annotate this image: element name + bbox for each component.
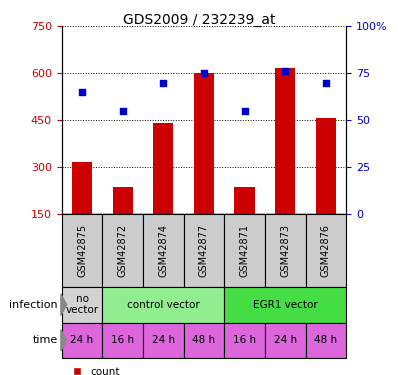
- Bar: [306, 322, 346, 358]
- Text: 48 h: 48 h: [192, 335, 216, 345]
- Bar: [183, 322, 224, 358]
- Bar: [113, 187, 133, 214]
- Bar: [62, 287, 102, 322]
- Text: GSM42871: GSM42871: [240, 224, 250, 277]
- Bar: [102, 214, 143, 287]
- Text: GSM42873: GSM42873: [280, 224, 290, 277]
- Text: EGR1 vector: EGR1 vector: [253, 300, 318, 310]
- Text: GSM42876: GSM42876: [321, 224, 331, 277]
- Text: no
vector: no vector: [65, 294, 99, 315]
- Point: [242, 108, 248, 114]
- Point: [282, 68, 289, 74]
- Bar: [224, 322, 265, 358]
- Bar: [62, 322, 102, 358]
- Text: GSM42877: GSM42877: [199, 224, 209, 277]
- Polygon shape: [61, 294, 66, 315]
- Text: GSM42875: GSM42875: [77, 224, 87, 277]
- Bar: [153, 123, 174, 214]
- Point: [79, 89, 85, 95]
- Bar: [316, 118, 336, 214]
- Text: 24 h: 24 h: [152, 335, 175, 345]
- Bar: [306, 214, 346, 287]
- Text: GSM42874: GSM42874: [158, 224, 168, 277]
- Bar: [194, 73, 214, 214]
- Polygon shape: [61, 330, 66, 351]
- Bar: [234, 187, 255, 214]
- Text: 24 h: 24 h: [274, 335, 297, 345]
- Bar: [143, 322, 183, 358]
- Bar: [265, 214, 306, 287]
- Bar: [62, 214, 102, 287]
- Bar: [183, 214, 224, 287]
- Point: [323, 80, 329, 86]
- Text: 24 h: 24 h: [70, 335, 94, 345]
- Bar: [224, 214, 265, 287]
- Text: 48 h: 48 h: [314, 335, 338, 345]
- Bar: [102, 322, 143, 358]
- Bar: [102, 287, 224, 322]
- Legend: count, percentile rank within the sample: count, percentile rank within the sample: [67, 367, 267, 375]
- Point: [201, 70, 207, 76]
- Bar: [275, 68, 295, 214]
- Text: infection: infection: [9, 300, 58, 310]
- Text: GDS2009 / 232239_at: GDS2009 / 232239_at: [123, 13, 275, 27]
- Text: time: time: [32, 335, 58, 345]
- Text: 16 h: 16 h: [111, 335, 134, 345]
- Bar: [143, 214, 183, 287]
- Bar: [224, 287, 346, 322]
- Text: GSM42872: GSM42872: [118, 224, 128, 277]
- Point: [160, 80, 166, 86]
- Text: control vector: control vector: [127, 300, 200, 310]
- Point: [119, 108, 126, 114]
- Bar: [265, 322, 306, 358]
- Bar: [72, 162, 92, 214]
- Text: 16 h: 16 h: [233, 335, 256, 345]
